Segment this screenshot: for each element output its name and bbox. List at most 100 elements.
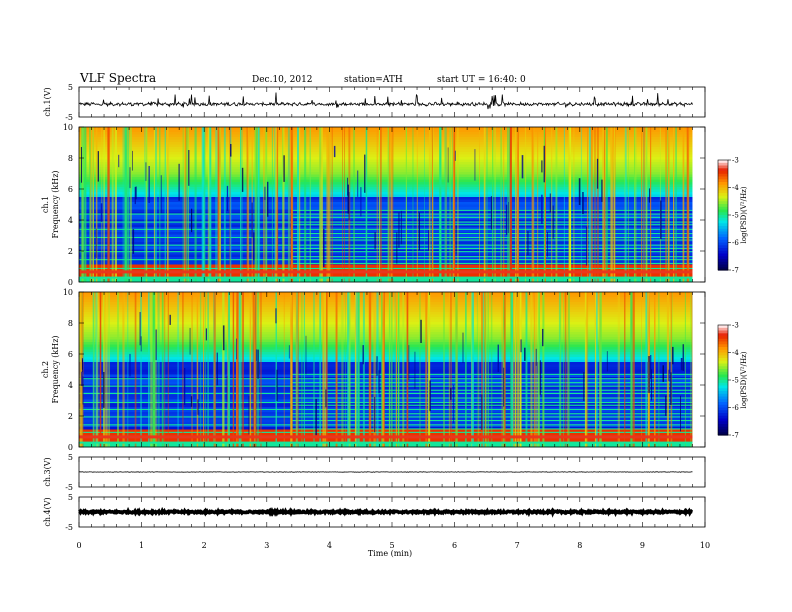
spec2-sferic bbox=[348, 292, 351, 447]
spec1-sferic bbox=[573, 127, 575, 282]
spec1-sferic bbox=[612, 127, 615, 282]
spec1-sferic bbox=[257, 127, 260, 282]
spec1-dark-streak bbox=[80, 147, 82, 183]
spec1-colorbar-step bbox=[718, 264, 728, 268]
spec2-ytick-label: 4 bbox=[68, 381, 73, 390]
spec2-colorbar-step bbox=[718, 421, 728, 425]
spec1-dark-streak bbox=[374, 232, 376, 249]
spec2-freq-band bbox=[79, 337, 693, 340]
spec1-sferic bbox=[452, 127, 454, 282]
spec1-freq-band bbox=[79, 252, 693, 255]
spec1-ylabel: Frequency (kHz) bbox=[51, 170, 60, 238]
spec2-dark-streak bbox=[680, 395, 681, 432]
ch4-panel: 5 -5 ch.4(V) bbox=[43, 493, 706, 532]
spec2-dark-streak bbox=[205, 328, 207, 341]
spec1-dark-streak bbox=[508, 202, 509, 234]
spec1-sferic bbox=[246, 127, 248, 282]
spec1-colorbar-step bbox=[718, 253, 728, 257]
spec2-colorbar-step bbox=[718, 371, 728, 376]
spec2-sferic bbox=[645, 292, 648, 447]
spec1-sferic bbox=[89, 127, 91, 282]
spec2-freq-band bbox=[79, 329, 693, 333]
spec1-freq-band bbox=[79, 202, 693, 205]
spec2-harmonic-line bbox=[79, 385, 693, 387]
spec1-dark-streak bbox=[118, 154, 120, 168]
spec1-freq-band bbox=[79, 234, 693, 238]
spec1-freq-band bbox=[79, 139, 693, 143]
spec2-sferic bbox=[191, 292, 193, 447]
spec1-sferic bbox=[240, 127, 243, 282]
spec1-sferic bbox=[531, 127, 534, 282]
spec1-sferic bbox=[365, 127, 368, 282]
spec1-colorbar-step bbox=[718, 182, 728, 186]
spec1-freq-band bbox=[79, 127, 693, 130]
spec2-colorbar-step bbox=[718, 352, 728, 356]
ch4-ytick-label: 5 bbox=[68, 493, 73, 502]
spec1-sferic bbox=[641, 127, 643, 282]
spec2-sferic bbox=[204, 292, 206, 447]
spec2-freq-band bbox=[79, 312, 693, 315]
spec1-sferic bbox=[665, 127, 667, 282]
spec2-colorbar-step bbox=[718, 380, 728, 384]
ch4-trace bbox=[78, 506, 693, 518]
spec2-freq-band bbox=[79, 394, 693, 398]
spec2-colorbar-step bbox=[718, 333, 728, 337]
spec1-sferic bbox=[122, 127, 124, 282]
spec1-freq-band bbox=[79, 219, 693, 223]
spec1-freq-band bbox=[79, 264, 693, 268]
spec2-sferic bbox=[395, 292, 397, 447]
spec2-freq-band bbox=[79, 439, 693, 443]
spec1-colorbar-step bbox=[718, 176, 728, 180]
spec2-freq-band bbox=[79, 297, 693, 300]
spec2-dark-streak bbox=[305, 335, 307, 375]
spec1-freq-band bbox=[79, 154, 693, 158]
spec1-freq-band bbox=[79, 229, 693, 233]
x-tick-label: 2 bbox=[202, 541, 207, 550]
spec1-colorbar-step bbox=[718, 217, 728, 222]
spec2-dark-streak bbox=[481, 394, 483, 430]
spec2-sferic bbox=[530, 292, 533, 447]
spec1-sferic bbox=[126, 127, 128, 282]
spec1-freq-band bbox=[79, 224, 693, 228]
spec1-sferic bbox=[144, 127, 146, 282]
spec2-sferic bbox=[228, 292, 230, 447]
spec1-sferic bbox=[428, 127, 431, 282]
spec2-sferic bbox=[397, 292, 400, 447]
spec1-sferic bbox=[297, 127, 299, 282]
spec2-dark-streak bbox=[189, 327, 191, 355]
spec1-freq-band bbox=[79, 167, 693, 170]
spec2-sferic bbox=[199, 292, 202, 447]
spec1-sferic bbox=[605, 127, 608, 282]
spec1-freq-band bbox=[79, 132, 693, 135]
ch3-ylabel: ch.3(V) bbox=[43, 457, 52, 486]
spec2-colorbar-step bbox=[718, 424, 728, 428]
spec2-sferic bbox=[182, 292, 184, 447]
spec1-sferic bbox=[275, 127, 278, 282]
spec2-sferic bbox=[122, 292, 124, 447]
spec2-sferic bbox=[388, 292, 391, 447]
spec1-dark-streak bbox=[132, 150, 133, 171]
spec2-ylabel: Frequency (kHz) bbox=[51, 335, 60, 403]
spec2-dark-streak bbox=[288, 345, 290, 359]
spec1-dark-streak bbox=[543, 145, 545, 183]
spec1-no-data bbox=[692, 127, 705, 282]
spec2-freq-band bbox=[79, 294, 693, 298]
spec1-sferic bbox=[650, 127, 652, 282]
spec2-sferic bbox=[140, 292, 142, 447]
spec1-sferic bbox=[445, 127, 447, 282]
spec1-ytick-label: 6 bbox=[68, 185, 73, 194]
spec2-sferic bbox=[632, 292, 635, 447]
spec1-colorbar-label: log(PSD)(V²/Hz) bbox=[740, 186, 748, 243]
spec1-sferic bbox=[124, 127, 127, 282]
spec2-dark-streak bbox=[376, 356, 378, 376]
spec2-freq-band bbox=[79, 357, 693, 360]
colorbar-ch2: -3 -4 -5 -6 -7 log(PSD)(V²/Hz) bbox=[717, 322, 748, 440]
spec1-dark-streak bbox=[527, 231, 529, 256]
spec1-sferic bbox=[392, 127, 394, 282]
spec2-colorbar-step bbox=[718, 432, 728, 436]
spec1-sferic bbox=[299, 127, 301, 282]
spec1-sferic bbox=[439, 127, 442, 282]
spec2-sferic bbox=[290, 292, 293, 447]
spec1-colorbar-step bbox=[718, 160, 728, 164]
spec1-sferic bbox=[604, 127, 606, 282]
